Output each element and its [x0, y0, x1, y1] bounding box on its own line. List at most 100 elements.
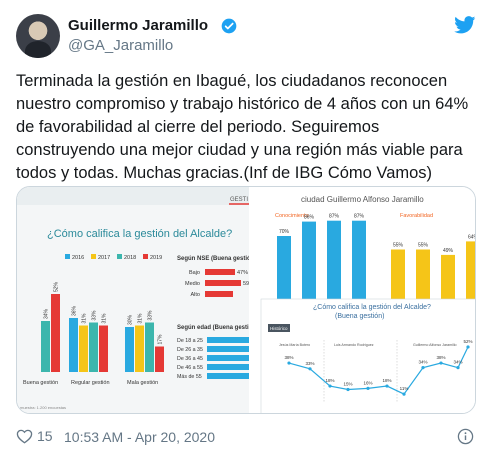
age-label-3: De 46 a 55: [177, 365, 203, 371]
line-point-9: [456, 366, 460, 370]
bar-label-2016-1: 36%: [72, 305, 78, 316]
line-label-5: 18%: [382, 378, 391, 383]
legend-label-2017: 2017: [98, 255, 110, 261]
line-point-3: [346, 387, 350, 392]
age-bar-2: [207, 355, 249, 361]
age-bar-0: [207, 337, 249, 343]
line-label-9: 34%: [453, 360, 462, 365]
favorabilidad-bar-2: [441, 254, 455, 299]
line-point-5: [385, 384, 389, 388]
nse-bar-1: [205, 280, 241, 286]
legend-label-2016: 2016: [72, 255, 84, 261]
right-top-title: ciudad Guillermo Alfonso Jaramillo: [301, 195, 424, 204]
nse-bar-2: [205, 291, 233, 297]
tweet-media-image[interactable]: GESTI ¿Cómo califica la gestión del Alca…: [16, 186, 476, 414]
bar-2016-2: [125, 327, 134, 372]
left-chart-footnote: muestra: 1.200 encuestas: [20, 405, 66, 410]
favorabilidad-label-0: 55%: [393, 243, 404, 249]
nse-value-0: 47%: [237, 270, 248, 276]
age-bar-1: [207, 346, 249, 352]
line-label-0: 38%: [284, 355, 293, 360]
tweet-footer: 15 10:53 AM - Apr 20, 2020: [16, 428, 476, 448]
line-chart: 38% 33% 18% 15% 16% 18% 11% 34% 38% 34% 52%: [284, 339, 473, 396]
conocimiento-label-1: 86%: [304, 215, 315, 221]
nse-label-0: Bajo: [189, 270, 200, 276]
author-handle[interactable]: @GA_Jaramillo: [68, 37, 174, 54]
like-button[interactable]: 15: [16, 428, 53, 444]
legend-label-2019: 2019: [150, 255, 162, 261]
historico-tag: [268, 324, 290, 332]
line-point-4: [366, 386, 370, 390]
line-chart-title-2: (Buena gestión): [335, 313, 384, 320]
category-label-2: Mala gestión: [127, 380, 158, 386]
avatar[interactable]: [16, 14, 60, 58]
bar-2018-2: [145, 322, 154, 372]
category-label-0: Buena gestión: [23, 380, 58, 386]
legend-swatch-2019: [143, 254, 148, 259]
favorabilidad-bar-3: [466, 241, 475, 299]
favorabilidad-bar-1: [416, 249, 430, 299]
verified-badge-icon: [221, 18, 237, 34]
nse-value-1: 59: [243, 281, 249, 287]
conocimiento-bar-1: [302, 221, 316, 299]
conocimiento-label-3: 87%: [354, 214, 365, 220]
tweet-header: Guillermo Jaramillo @GA_Jaramillo: [16, 14, 476, 58]
left-chart-bars: 34% 52% Buena gestión 36% 31% 33% 31% Regular g…: [23, 281, 164, 386]
line-label-1: 33%: [305, 361, 314, 366]
legend-swatch-2017: [91, 254, 96, 259]
bar-label-2019-0: 52%: [54, 281, 60, 292]
bar-2017-2: [135, 325, 144, 372]
bar-2019-1: [99, 325, 108, 372]
line-label-3: 15%: [343, 382, 352, 387]
bar-label-2018-0: 34%: [44, 308, 50, 319]
period-name-2: Luis Armando Rodríguez: [334, 343, 374, 347]
legend-label-2018: 2018: [124, 255, 136, 261]
info-icon[interactable]: [457, 428, 474, 445]
category-label-1: Regular gestión: [71, 380, 110, 386]
bar-2019-0: [51, 294, 60, 372]
line-label-6: 11%: [400, 386, 409, 391]
bar-2019-2: [155, 346, 164, 372]
nse-panel-rows: Bajo 47% Medio 59 Alto: [185, 269, 249, 298]
period-name-3: Guillermo Alfonso Jaramillo: [413, 343, 457, 347]
tweet-timestamp[interactable]: 10:53 AM - Apr 20, 2020: [64, 429, 215, 445]
conocimiento-bar-3: [352, 220, 366, 299]
age-panel-title: Según edad (Buena gesti: [177, 325, 249, 331]
bar-label-2019-1: 31%: [102, 313, 108, 324]
nse-label-2: Alto: [191, 292, 200, 298]
period-name-1: Jesús María Botero: [279, 343, 310, 347]
historico-tag-label: Histórico: [270, 326, 288, 331]
left-chart-title: ¿Cómo califica la gestión del Alcalde?: [47, 228, 232, 240]
left-chart-legend: 2016 2017 2018 2019: [65, 254, 162, 261]
line-point-10: [466, 345, 470, 349]
line-point-1: [308, 367, 312, 371]
twitter-bird-icon[interactable]: [454, 16, 476, 34]
conocimiento-label: Conocimiento: [275, 213, 309, 219]
age-bar-3: [207, 364, 249, 370]
age-label-2: De 36 a 45: [177, 356, 203, 362]
line-label-2: 18%: [325, 378, 334, 383]
left-slide-header: [17, 187, 249, 205]
age-label-4: Más de 55: [177, 374, 202, 380]
age-label-0: De 18 a 25: [177, 338, 203, 344]
header-tab-label: GESTI: [230, 197, 248, 203]
line-label-8: 38%: [436, 355, 445, 360]
bar-label-2016-2: 30%: [128, 314, 134, 325]
tweet-text: Terminada la gestión en Ibagué, los ciud…: [16, 72, 469, 182]
conocimiento-bars: 70% 86% 87% 87%: [277, 214, 366, 299]
bar-2018-0: [41, 321, 50, 372]
nse-bar-0: [205, 269, 235, 275]
line-point-7: [421, 366, 425, 370]
favorabilidad-label: Favorabilidad: [400, 213, 433, 219]
heart-icon: [16, 429, 33, 444]
favorabilidad-bar-0: [391, 249, 405, 299]
conocimiento-bar-0: [277, 236, 291, 299]
age-panel-rows: De 18 a 25 De 26 a 35 De 36 a 45 De 46 a 55…: [177, 337, 249, 380]
author-name[interactable]: Guillermo Jaramillo: [68, 17, 209, 34]
line-chart-card: [260, 298, 475, 413]
conocimiento-label-2: 87%: [329, 214, 340, 220]
nse-panel-title: Según NSE (Buena gestió: [177, 256, 251, 262]
conocimiento-bar-2: [327, 220, 341, 299]
age-bar-4: [207, 373, 249, 379]
favorabilidad-label-1: 55%: [418, 243, 429, 249]
